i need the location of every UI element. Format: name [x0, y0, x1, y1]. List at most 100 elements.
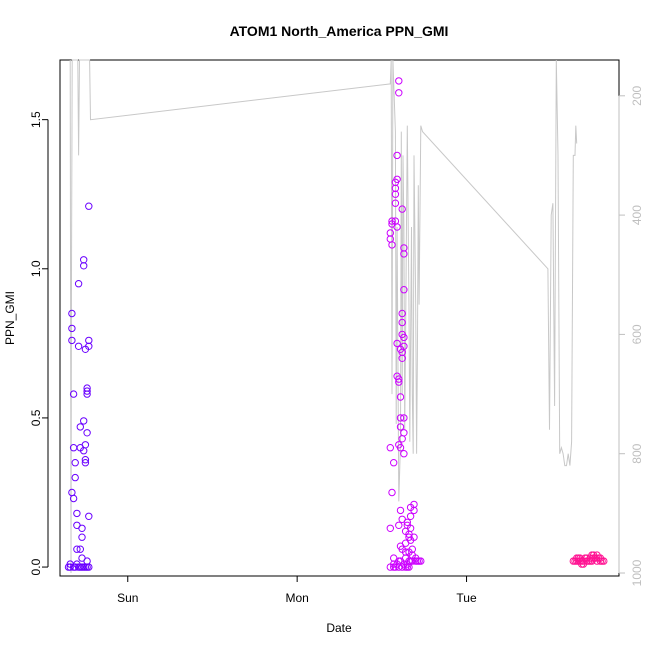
data-point	[398, 205, 406, 213]
data-point	[71, 459, 79, 467]
data-point	[76, 423, 85, 431]
data-point	[400, 286, 408, 294]
data-point	[406, 557, 415, 565]
data-point	[400, 342, 408, 350]
data-point	[403, 518, 411, 526]
right-tick-label: 600	[630, 324, 644, 344]
data-point	[408, 545, 416, 553]
y-tick-label: 1.0	[29, 260, 43, 277]
data-point	[403, 563, 411, 571]
data-point	[396, 423, 405, 431]
data-point	[400, 250, 408, 258]
right-tick-label: 800	[630, 443, 644, 463]
x-tick-label: Tue	[456, 591, 477, 605]
pressure-line	[69, 59, 578, 574]
data-point	[76, 545, 85, 553]
x-axis: Sun Mon Tue	[117, 575, 477, 605]
data-point	[80, 563, 88, 571]
data-point	[398, 435, 406, 443]
x-axis-label: Date	[326, 621, 352, 635]
data-point	[395, 375, 403, 383]
data-point	[80, 262, 88, 270]
plot-frame	[59, 59, 620, 577]
chart-title: ATOM1 North_America PPN_GMI	[230, 23, 449, 39]
data-point	[393, 223, 401, 231]
data-point	[69, 494, 78, 503]
data-point	[78, 524, 86, 532]
data-point	[398, 354, 406, 362]
data-point	[69, 390, 78, 398]
y-axis-label: PPN_GMI	[3, 291, 17, 345]
data-point	[388, 488, 396, 497]
data-point	[391, 184, 400, 193]
data-point	[85, 512, 93, 520]
right-tick-label: 200	[630, 85, 644, 105]
data-point	[390, 560, 398, 568]
data-point	[574, 557, 582, 565]
data-point	[410, 506, 418, 515]
right-tick-label: 400	[630, 205, 644, 225]
data-point	[69, 563, 78, 571]
data-point	[396, 393, 405, 401]
data-point	[78, 533, 86, 541]
data-point	[74, 342, 83, 350]
data-point	[395, 378, 403, 386]
data-point	[396, 506, 405, 515]
data-point	[406, 512, 415, 520]
data-point	[73, 545, 81, 553]
data-point	[398, 309, 406, 318]
data-point	[406, 524, 415, 532]
data-point	[83, 387, 91, 395]
data-point	[391, 199, 400, 207]
data-point	[410, 533, 418, 541]
data-point	[588, 557, 596, 565]
data-point	[596, 554, 605, 562]
data-point	[388, 217, 396, 225]
data-point	[398, 318, 406, 327]
x-tick-label: Sun	[117, 591, 138, 605]
data-point	[83, 429, 91, 437]
data-point	[396, 444, 405, 452]
y-tick-label: 0.5	[29, 409, 43, 426]
data-point	[395, 521, 403, 529]
data-point	[396, 414, 405, 422]
data-point	[386, 524, 394, 532]
data-point	[80, 447, 88, 455]
data-point	[85, 563, 93, 571]
data-points-layer	[64, 77, 608, 571]
data-point	[68, 309, 76, 318]
right-tick-label: 1000	[630, 559, 644, 586]
data-point	[391, 190, 400, 198]
pressure-line-layer	[69, 59, 578, 574]
data-point	[400, 333, 408, 342]
data-point	[68, 336, 76, 345]
data-point	[85, 342, 93, 350]
data-point	[71, 473, 79, 482]
y-tick-label: 1.5	[29, 111, 43, 128]
data-point	[393, 175, 401, 184]
right-axis: 200 400 600 800 1000	[618, 85, 644, 586]
data-point	[395, 89, 403, 97]
data-point	[81, 456, 90, 464]
data-point	[85, 202, 93, 210]
data-point	[388, 241, 396, 249]
data-point	[80, 256, 88, 264]
data-point	[393, 339, 401, 348]
data-point	[417, 557, 425, 565]
data-point	[81, 459, 90, 467]
data-point	[400, 429, 408, 437]
data-point	[83, 557, 91, 565]
data-point	[386, 444, 394, 452]
data-point	[393, 151, 401, 160]
data-point	[83, 390, 91, 398]
data-point	[400, 450, 408, 458]
data-point	[74, 280, 83, 288]
data-point	[80, 417, 88, 425]
data-point	[400, 414, 408, 422]
data-point	[395, 77, 403, 85]
data-point	[390, 459, 398, 467]
data-point	[68, 488, 76, 497]
data-point	[73, 509, 81, 518]
x-tick-label: Mon	[285, 591, 308, 605]
